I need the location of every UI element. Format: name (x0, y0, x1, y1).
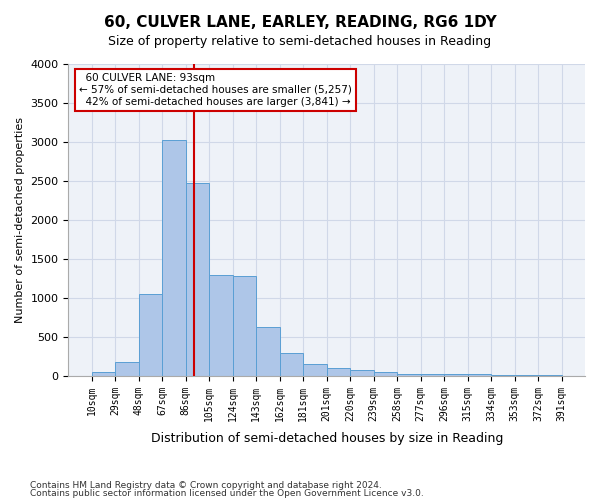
Bar (374, 372, 397, 376)
Bar (209, 274, 233, 376)
Bar (421, 374, 444, 376)
Bar (491, 374, 515, 376)
Bar (280, 352, 303, 376)
Bar (327, 368, 350, 376)
Bar (186, 183, 209, 376)
Text: 60 CULVER LANE: 93sqm
← 57% of semi-detached houses are smaller (5,257)
  42% of: 60 CULVER LANE: 93sqm ← 57% of semi-deta… (79, 74, 352, 106)
Bar (397, 374, 421, 376)
Bar (233, 276, 256, 376)
Bar (139, 294, 163, 376)
Bar (467, 374, 491, 376)
Bar (444, 374, 467, 376)
Text: Contains HM Land Registry data © Crown copyright and database right 2024.: Contains HM Land Registry data © Crown c… (30, 481, 382, 490)
Bar (163, 140, 186, 376)
Bar (350, 370, 374, 376)
Text: Contains public sector information licensed under the Open Government Licence v3: Contains public sector information licen… (30, 488, 424, 498)
Bar (515, 374, 538, 376)
Bar (256, 327, 280, 376)
X-axis label: Distribution of semi-detached houses by size in Reading: Distribution of semi-detached houses by … (151, 432, 503, 445)
Bar (115, 362, 139, 376)
Bar (92, 372, 115, 376)
Bar (303, 364, 327, 376)
Text: 60, CULVER LANE, EARLEY, READING, RG6 1DY: 60, CULVER LANE, EARLEY, READING, RG6 1D… (104, 15, 496, 30)
Text: Size of property relative to semi-detached houses in Reading: Size of property relative to semi-detach… (109, 35, 491, 48)
Y-axis label: Number of semi-detached properties: Number of semi-detached properties (15, 117, 25, 323)
Bar (538, 374, 562, 376)
